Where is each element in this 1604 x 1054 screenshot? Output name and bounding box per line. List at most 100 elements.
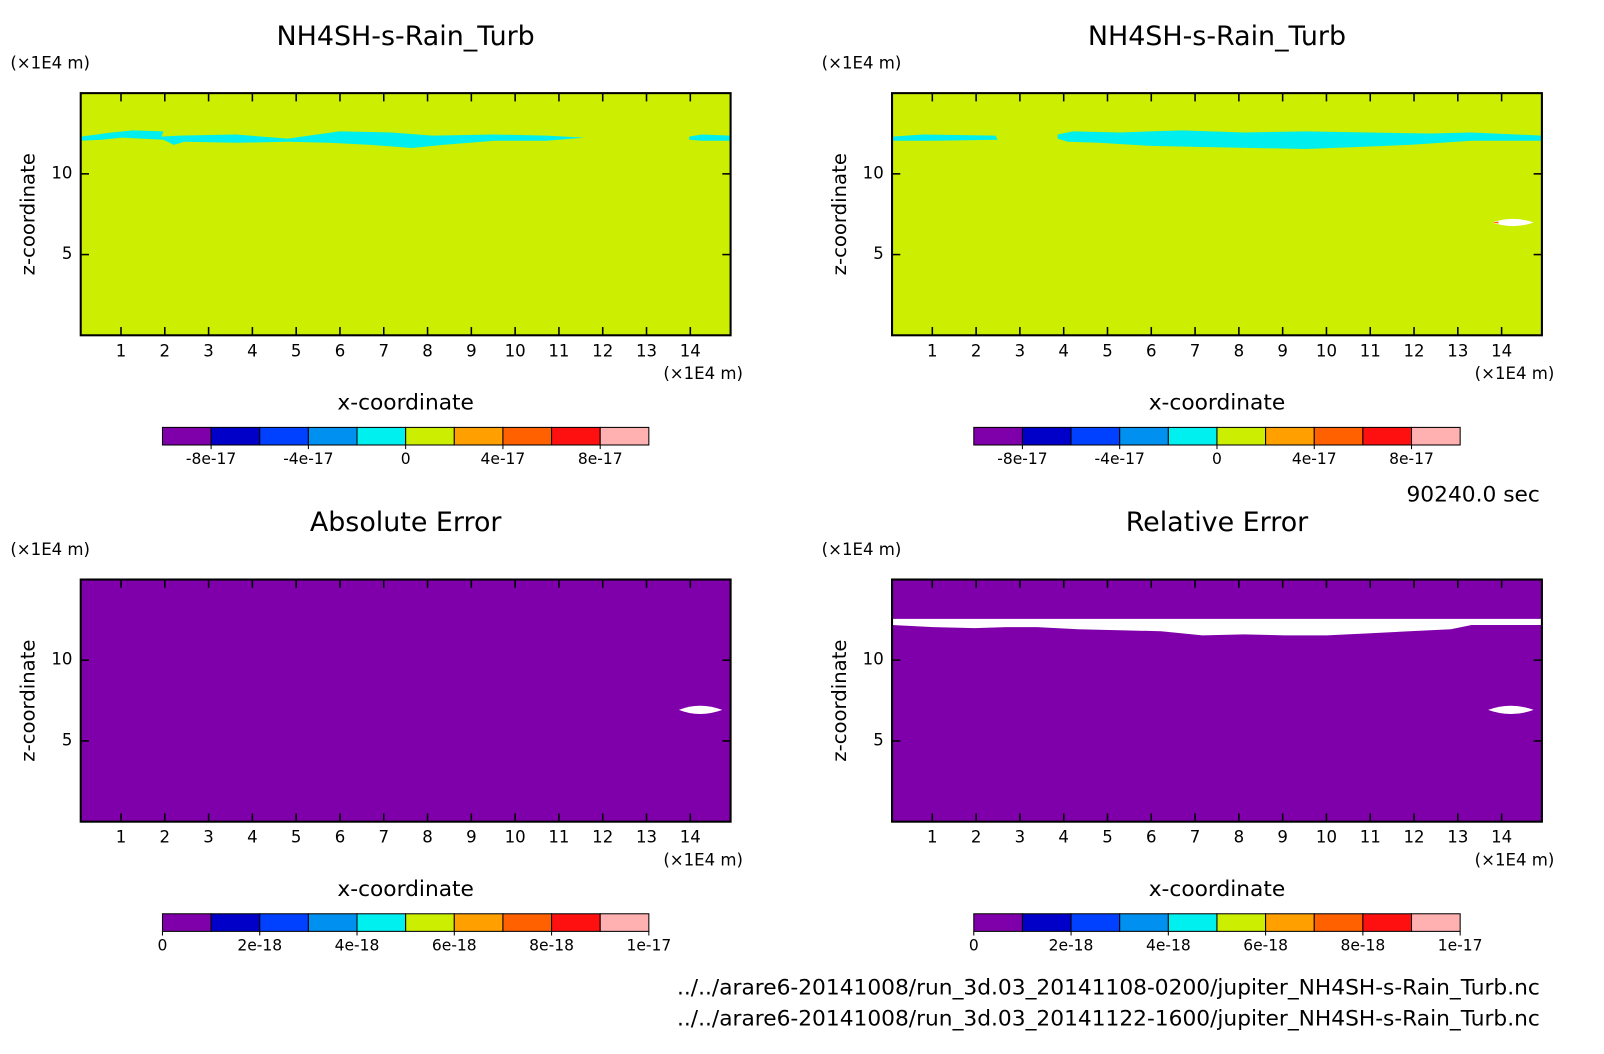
x-axis-label: x-coordinate — [337, 391, 474, 416]
plot-frame — [890, 578, 1543, 823]
colorbar-box — [259, 913, 309, 932]
contour-field — [80, 93, 731, 336]
x-tick-label: 12 — [592, 828, 613, 847]
x-unit: (×1E4 m) — [1475, 364, 1555, 383]
colorbar-box — [356, 426, 407, 446]
x-tick-label: 12 — [1404, 341, 1425, 360]
colorbar-box — [502, 426, 553, 446]
colorbar-tick-label: 0 — [969, 936, 979, 954]
colorbar-box — [502, 913, 553, 932]
x-axis-label: x-coordinate — [337, 877, 474, 902]
x-tick-label: 6 — [335, 341, 346, 360]
x-tick-label: 7 — [378, 341, 389, 360]
x-tick-label: 14 — [1491, 341, 1512, 360]
x-axis-label: x-coordinate — [1149, 391, 1286, 416]
x-axis-label: x-coordinate — [1149, 877, 1286, 902]
x-tick-label: 1 — [927, 828, 938, 847]
x-tick-label: 12 — [592, 341, 613, 360]
x-tick-label: 4 — [1058, 341, 1069, 360]
x-tick-label: 10 — [1316, 341, 1337, 360]
colorbar-tick-label: -8e-17 — [186, 450, 236, 468]
x-tick-label: 2 — [971, 828, 982, 847]
x-tick-label: 3 — [1015, 341, 1026, 360]
y-tick-label: 10 — [51, 650, 72, 669]
colorbar-box — [405, 913, 455, 932]
y-unit: (×1E4 m) — [10, 54, 90, 73]
y-unit: (×1E4 m) — [822, 54, 902, 73]
colorbar-tick-label: 2e-18 — [1049, 936, 1094, 954]
x-tick-label: 7 — [378, 828, 389, 847]
contour-region — [689, 134, 731, 141]
colorbar-box — [307, 913, 358, 932]
y-axis-label: z-coordinate — [828, 639, 851, 761]
y-unit: (×1E4 m) — [822, 540, 902, 559]
x-tick-label: 2 — [971, 341, 982, 360]
x-tick-label: 8 — [422, 828, 433, 847]
x-tick-label: 11 — [548, 341, 569, 360]
x-tick-label: 13 — [1447, 341, 1468, 360]
contour-region — [80, 130, 585, 148]
x-tick-label: 14 — [680, 341, 701, 360]
x-tick-label: 6 — [1146, 341, 1157, 360]
panel-title: Absolute Error — [310, 507, 503, 538]
contour-field — [80, 579, 731, 822]
x-tick-label: 4 — [247, 828, 258, 847]
x-tick-label: 3 — [1015, 828, 1026, 847]
x-tick-label: 5 — [1102, 341, 1113, 360]
y-tick-label: 5 — [62, 244, 73, 263]
x-tick-label: 14 — [680, 828, 701, 847]
y-axis-label: z-coordinate — [16, 153, 39, 275]
colorbar-tick-label: 0 — [401, 450, 411, 468]
colorbar-box — [259, 426, 309, 446]
colorbar-tick-label: 2e-18 — [237, 936, 282, 954]
colorbar-tick-label: 4e-18 — [335, 936, 380, 954]
y-tick-label: 5 — [62, 730, 73, 749]
x-tick-label: 10 — [1316, 828, 1337, 847]
panel-title: NH4SH-s-Rain_Turb — [277, 21, 535, 52]
x-tick-label: 6 — [1146, 828, 1157, 847]
colorbar-tick-label: 4e-18 — [1146, 936, 1191, 954]
y-tick-label: 10 — [51, 163, 72, 182]
colorbar-box — [1411, 913, 1461, 932]
colorbar-box — [1119, 426, 1169, 446]
file-path: ../../arare6-20141008/run_3d.03_20141122… — [677, 1006, 1540, 1031]
x-tick-label: 8 — [1234, 341, 1245, 360]
x-tick-label: 3 — [203, 341, 214, 360]
colorbar-box — [1362, 913, 1413, 932]
x-tick-label: 3 — [203, 828, 214, 847]
contour-region — [892, 618, 1542, 636]
colorbar-box — [1313, 426, 1364, 446]
x-tick-label: 11 — [1360, 828, 1381, 847]
contour-region — [1488, 705, 1534, 715]
colorbar-tick-label: 6e-18 — [432, 936, 477, 954]
file-path: ../../arare6-20141008/run_3d.03_20141108… — [677, 975, 1540, 1000]
x-tick-label: 9 — [1277, 341, 1288, 360]
x-tick-label: 1 — [116, 341, 127, 360]
colorbar-box — [1411, 426, 1461, 446]
colorbar-box — [1216, 426, 1267, 446]
plot-frame — [79, 92, 732, 337]
colorbar-tick-label: -4e-17 — [1095, 450, 1145, 468]
colorbar-box — [307, 426, 358, 446]
contour-region — [1492, 218, 1534, 227]
x-tick-label: 4 — [247, 341, 258, 360]
x-tick-label: 9 — [466, 341, 477, 360]
colorbar-box — [973, 913, 1023, 932]
y-axis-label: z-coordinate — [16, 639, 39, 761]
colorbar-box — [210, 913, 261, 932]
colorbar-box — [1313, 913, 1364, 932]
x-unit: (×1E4 m) — [663, 364, 743, 383]
x-tick-label: 13 — [636, 828, 657, 847]
x-tick-label: 14 — [1491, 828, 1512, 847]
y-axis-label: z-coordinate — [828, 153, 851, 275]
x-tick-label: 2 — [160, 828, 171, 847]
colorbar-box — [1167, 426, 1218, 446]
colorbar-box — [1119, 913, 1169, 932]
y-tick-label: 5 — [873, 730, 884, 749]
colorbar-tick-label: -8e-17 — [997, 450, 1047, 468]
plot-frame — [79, 578, 732, 823]
colorbar-tick-label: 4e-17 — [1292, 450, 1337, 468]
colorbar-box — [210, 426, 261, 446]
x-tick-label: 10 — [505, 341, 526, 360]
